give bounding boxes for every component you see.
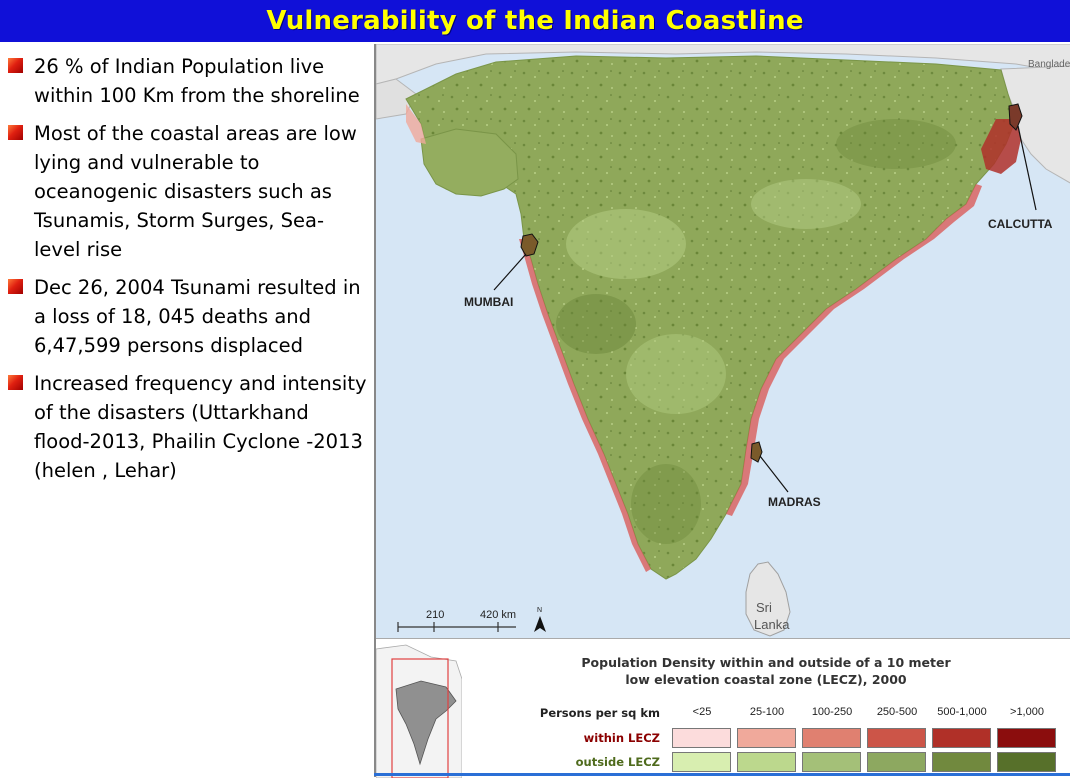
sri-lanka-land bbox=[745, 561, 791, 637]
svg-text:N: N bbox=[537, 607, 542, 614]
light-patch bbox=[566, 209, 686, 279]
mumbai-leader-line bbox=[493, 253, 527, 291]
legend-class-label: <25 bbox=[692, 706, 712, 718]
india-map: Bangladesh CALCUTTA MUMBAI MADRAS Sri La… bbox=[376, 44, 1070, 638]
legend-area: Population Density within and outside of… bbox=[376, 638, 1070, 778]
within-swatch bbox=[932, 728, 991, 748]
bullet-square-icon bbox=[8, 125, 23, 140]
lecz-west-coast bbox=[519, 239, 651, 572]
sri-lanka-label-2: Lanka bbox=[754, 617, 790, 632]
persons-per-sq-km-label: Persons per sq km bbox=[539, 706, 660, 720]
lecz-gujarat-coast bbox=[406, 104, 426, 144]
outside-swatch bbox=[932, 752, 991, 772]
light-patch bbox=[626, 334, 726, 414]
legend-title-line1: Population Density within and outside of… bbox=[581, 655, 951, 670]
dark-patch bbox=[836, 119, 956, 169]
page-title: Vulnerability of the Indian Coastline bbox=[266, 6, 804, 36]
map-panel: Bangladesh CALCUTTA MUMBAI MADRAS Sri La… bbox=[374, 44, 1070, 778]
lecz-bengal-delta bbox=[981, 119, 1021, 174]
outside-swatch bbox=[802, 752, 861, 772]
bullet-text: Increased frequency and intensity of the… bbox=[34, 372, 367, 482]
bullet-text: Most of the coastal areas are low lying … bbox=[34, 122, 357, 261]
bangladesh-label: Bangladesh bbox=[1028, 59, 1070, 70]
within-swatch bbox=[802, 728, 861, 748]
title-bar: Vulnerability of the Indian Coastline bbox=[0, 0, 1070, 42]
within-swatch bbox=[672, 728, 731, 748]
scale-tick-1: 210 bbox=[426, 609, 444, 621]
bullet-item: 26 % of Indian Population live within 10… bbox=[6, 52, 368, 110]
north-arrow-icon: N bbox=[534, 607, 546, 632]
outside-swatch bbox=[672, 752, 731, 772]
legend-class-label: 25-100 bbox=[749, 706, 785, 718]
outside-lecz-label: outside LECZ bbox=[575, 755, 660, 769]
sri-lanka-label-1: Sri bbox=[756, 600, 772, 615]
gujarat-peninsula bbox=[420, 128, 519, 197]
bullet-square-icon bbox=[8, 279, 23, 294]
dark-patch bbox=[556, 294, 636, 354]
within-swatch bbox=[867, 728, 926, 748]
mumbai-marker bbox=[520, 233, 539, 257]
bangladesh-land bbox=[1000, 65, 1070, 184]
legend-class-label: >1,000 bbox=[1010, 706, 1044, 718]
lecz-east-coast bbox=[726, 184, 982, 516]
light-patch bbox=[751, 179, 861, 229]
legend-title-line2: low elevation coastal zone (LECZ), 2000 bbox=[625, 672, 907, 687]
outside-swatch bbox=[737, 752, 796, 772]
outside-swatch bbox=[867, 752, 926, 772]
scale-bar: 210 420 km bbox=[397, 609, 516, 632]
calcutta-leader-line bbox=[1017, 125, 1037, 211]
within-lecz-label: within LECZ bbox=[583, 731, 660, 745]
calcutta-label: CALCUTTA bbox=[988, 217, 1053, 231]
bullet-square-icon bbox=[8, 58, 23, 73]
scale-tick-2: 420 km bbox=[480, 609, 516, 621]
bullet-text: Dec 26, 2004 Tsunami resulted in a loss … bbox=[34, 276, 361, 357]
inset-map bbox=[376, 639, 462, 778]
bullet-square-icon bbox=[8, 375, 23, 390]
calcutta-marker bbox=[1008, 103, 1023, 131]
bullet-item: Dec 26, 2004 Tsunami resulted in a loss … bbox=[6, 273, 368, 360]
bottom-accent-line bbox=[374, 773, 1070, 776]
within-swatch bbox=[997, 728, 1056, 748]
bullet-text: 26 % of Indian Population live within 10… bbox=[34, 55, 360, 107]
legend-class-label: 500-1,000 bbox=[937, 706, 987, 718]
legend-class-label: 250-500 bbox=[876, 706, 918, 718]
bullet-list: 26 % of Indian Population live within 10… bbox=[6, 52, 368, 494]
dark-patch bbox=[631, 464, 701, 544]
outside-swatch bbox=[997, 752, 1056, 772]
within-swatch bbox=[737, 728, 796, 748]
mumbai-label: MUMBAI bbox=[464, 295, 513, 309]
bullet-item: Most of the coastal areas are low lying … bbox=[6, 119, 368, 264]
madras-marker bbox=[750, 441, 763, 463]
madras-leader-line bbox=[759, 455, 789, 493]
legend-class-label: 100-250 bbox=[811, 706, 853, 718]
bullet-item: Increased frequency and intensity of the… bbox=[6, 369, 368, 485]
madras-label: MADRAS bbox=[768, 495, 821, 509]
